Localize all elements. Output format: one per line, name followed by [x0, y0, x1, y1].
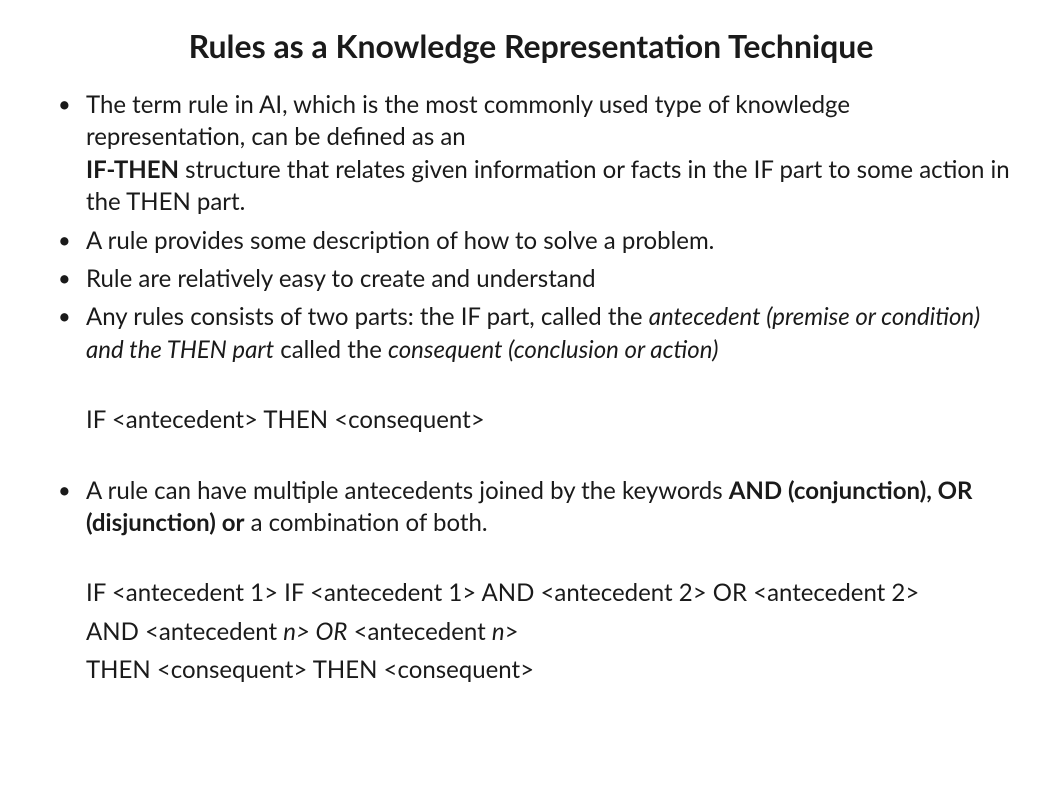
syntax-block-2: IF <antecedent 1> IF <antecedent 1> AND … [50, 577, 1012, 686]
syntax-2-l2-d: > [505, 617, 519, 646]
bullet-4-italic-2: consequent (conclusion or action) [388, 335, 718, 364]
bullet-4: Any rules consists of two parts: the IF … [50, 301, 1012, 366]
bullet-5-text-2: a combination of both. [244, 508, 487, 537]
bullet-list-2: A rule can have multiple antecedents joi… [50, 475, 1012, 540]
slide-title: Rules as a Knowledge Representation Tech… [50, 26, 1012, 65]
bullet-list: The term rule in AI, which is the most c… [50, 89, 1012, 366]
syntax-2-l2-c: <antecedent [347, 617, 491, 646]
syntax-block-1: IF <antecedent> THEN <consequent> [50, 404, 1012, 436]
bullet-4-text-1: Any rules consists of two parts: the IF … [86, 302, 649, 331]
bullet-4-text-mid: called the [274, 335, 388, 364]
syntax-2-l2-n2: n [492, 617, 505, 646]
bullet-1-text-1: The term rule in AI, which is the most c… [86, 90, 850, 151]
bullet-1: The term rule in AI, which is the most c… [50, 89, 1012, 219]
bullet-3-text: Rule are relatively easy to create and u… [86, 264, 596, 293]
syntax-2-line-2: AND <antecedent n> OR <antecedent n> [86, 616, 1012, 648]
syntax-2-line-1: IF <antecedent 1> IF <antecedent 1> AND … [86, 577, 1012, 609]
syntax-2-l2-n1: n [283, 617, 296, 646]
bullet-3: Rule are relatively easy to create and u… [50, 263, 1012, 295]
bullet-1-bold: IF-THEN [86, 155, 179, 184]
bullet-2: A rule provides some description of how … [50, 225, 1012, 257]
bullet-2-text: A rule provides some description of how … [86, 226, 714, 255]
syntax-1-text: IF <antecedent> THEN <consequent> [86, 405, 485, 434]
bullet-5-text-1: A rule can have multiple antecedents joi… [86, 476, 729, 505]
bullet-5: A rule can have multiple antecedents joi… [50, 475, 1012, 540]
bullet-1-text-2: structure that relates given information… [86, 155, 1010, 216]
syntax-2-line-3: THEN <consequent> THEN <consequent> [86, 654, 1012, 686]
syntax-2-l2-b: > OR [296, 617, 347, 646]
syntax-2-l2-a: AND <antecedent [86, 617, 283, 646]
